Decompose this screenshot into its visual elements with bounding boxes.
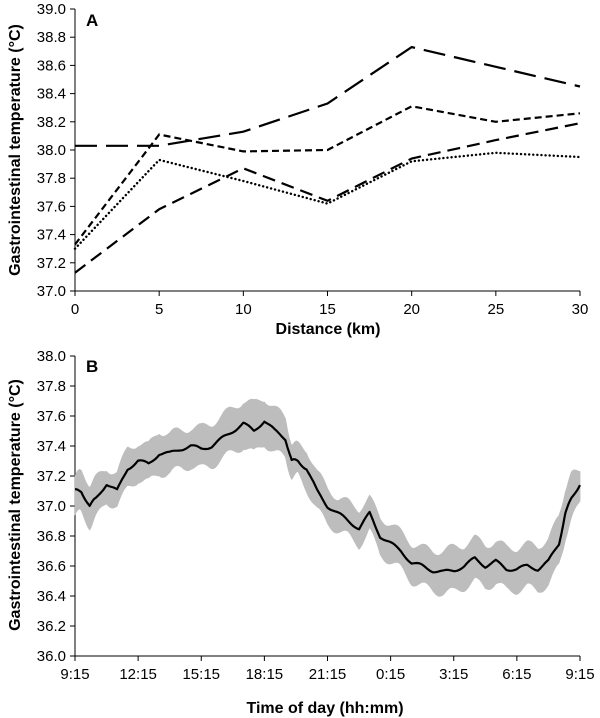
panel-b-x-tick-label: 0:15 bbox=[376, 666, 405, 683]
panel-a-letter: A bbox=[86, 11, 98, 30]
panel-b-y-tick-label: 37.8 bbox=[37, 378, 66, 395]
panel-a-y-ticks: 37.0 37.2 37.4 37.6 37.8 38.0 38.2 38.4 38.6 38.8… bbox=[37, 1, 75, 300]
panel-b-letter: B bbox=[86, 357, 98, 376]
panel-a-y-tick-label: 39.0 bbox=[37, 1, 66, 18]
panel-b-y-axis-title: Gastrointestinal temperature (°C) bbox=[7, 379, 24, 631]
panel-b-y-tick-label: 37.6 bbox=[37, 408, 66, 425]
panel-a-y-axis-title: Gastrointestinal temperature (°C) bbox=[7, 24, 24, 276]
panel-a-y-tick-label: 37.4 bbox=[37, 227, 66, 244]
panel-b-x-tick-label: 6:15 bbox=[502, 666, 531, 683]
panel-b-y-tick-label: 38.0 bbox=[37, 348, 66, 365]
panel-b-y-tick-label: 36.0 bbox=[37, 648, 66, 665]
panel-b-series-line-mean bbox=[74, 420, 581, 574]
panel-a-x-tick-label: 5 bbox=[155, 301, 163, 318]
panel-b-x-tick-label: 15:15 bbox=[182, 666, 220, 683]
panel-b-y-tick-label: 37.4 bbox=[37, 438, 66, 455]
panel-a-x-tick-label: 30 bbox=[572, 301, 589, 318]
panel-a-y-tick-label: 38.0 bbox=[37, 142, 66, 159]
panel-b-x-tick-label: 21:15 bbox=[309, 666, 347, 683]
panel-b-y-tick-label: 37.0 bbox=[37, 498, 66, 515]
panel-a: A Gastrointestinal temperature (°C) Dist… bbox=[7, 1, 588, 338]
panel-b-x-tick-label: 9:15 bbox=[565, 666, 594, 683]
panel-a-series-line-dotted bbox=[73, 151, 582, 250]
panel-a-x-tick-label: 0 bbox=[71, 301, 79, 318]
panel-a-y-tick-label: 37.0 bbox=[37, 283, 66, 300]
panel-a-y-tick-label: 37.6 bbox=[37, 198, 66, 215]
panel-b-x-tick-label: 12:15 bbox=[119, 666, 157, 683]
panel-a-x-axis-title: Distance (km) bbox=[276, 321, 381, 338]
panel-a-y-tick-label: 38.4 bbox=[37, 86, 66, 103]
panel-a-x-tick-label: 20 bbox=[403, 301, 420, 318]
panel-a-x-ticks: 0 5 10 15 20 25 30 bbox=[71, 291, 589, 318]
panel-b-y-tick-label: 36.8 bbox=[37, 528, 66, 545]
panel-b-x-tick-label: 9:15 bbox=[60, 666, 89, 683]
panel-b-series bbox=[74, 420, 581, 574]
panel-a-y-tick-label: 38.2 bbox=[37, 114, 66, 131]
panel-b: B Gastrointestinal temperature (°C) Time… bbox=[7, 348, 595, 717]
panel-b-y-tick-label: 36.6 bbox=[37, 558, 66, 575]
panel-b-x-ticks: 9:15 12:15 15:15 18:15 21:15 0:15 3:15 6:15 9:15 bbox=[60, 656, 595, 683]
panel-b-x-tick-label: 3:15 bbox=[439, 666, 468, 683]
panel-b-x-tick-label: 18:15 bbox=[246, 666, 284, 683]
panel-a-series-line-long-dash bbox=[75, 45, 581, 147]
panel-a-series-line-short-dash bbox=[74, 105, 581, 246]
panel-b-y-tick-label: 37.2 bbox=[37, 468, 66, 485]
panel-a-x-tick-label: 25 bbox=[487, 301, 504, 318]
panel-b-x-axis-title: Time of day (hh:mm) bbox=[246, 700, 403, 717]
panel-a-y-tick-label: 38.6 bbox=[37, 57, 66, 74]
panel-a-y-tick-label: 38.8 bbox=[37, 29, 66, 46]
panel-a-y-tick-label: 37.8 bbox=[37, 170, 66, 187]
panel-a-x-tick-label: 15 bbox=[319, 301, 336, 318]
panel-b-y-tick-label: 36.2 bbox=[37, 618, 66, 635]
panel-a-y-tick-label: 37.2 bbox=[37, 255, 66, 272]
panel-b-y-tick-label: 36.4 bbox=[37, 588, 66, 605]
panel-a-x-tick-label: 10 bbox=[235, 301, 252, 318]
panel-a-series bbox=[73, 45, 582, 274]
panel-b-y-ticks: 36.0 36.2 36.4 36.6 36.8 37.0 37.2 37.4 37.6 37.8… bbox=[37, 348, 75, 665]
panel-a-series-line-medium-dash bbox=[74, 122, 581, 274]
